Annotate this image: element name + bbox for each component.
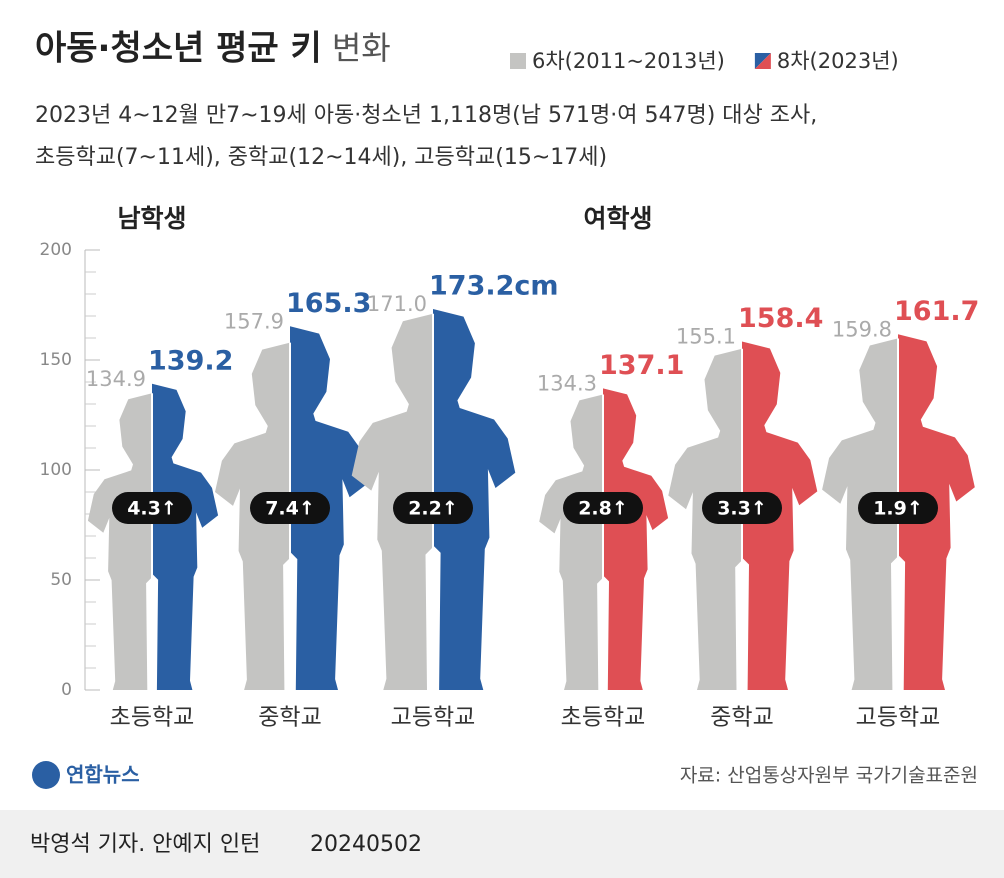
- value-label-old: 134.3: [537, 371, 597, 395]
- note: 2023년 4~12월 만7~19세 아동·청소년 1,118명(남 571명·…: [35, 103, 817, 128]
- change-pill: [858, 492, 938, 524]
- value-label-old: 171.0: [367, 292, 427, 316]
- value-label-new: 173.2cm: [429, 270, 559, 301]
- legend-swatch: [510, 53, 526, 69]
- silhouette-new: [433, 309, 516, 690]
- value-label-old: 134.9: [86, 367, 146, 391]
- value-label-old: 155.1: [676, 325, 736, 349]
- footer-bar: [0, 810, 1004, 878]
- x-tick-label: 고등학교: [391, 705, 476, 731]
- x-tick-label: 중학교: [710, 705, 773, 731]
- silhouette-new: [152, 383, 219, 690]
- value-label-new: 139.2: [148, 345, 233, 376]
- legend-swatch: [754, 53, 771, 69]
- value-label-new: 137.1: [599, 350, 684, 381]
- change-label: 7.4↑: [265, 498, 315, 520]
- logo-icon: [32, 761, 60, 789]
- value-label-old: 157.9: [224, 309, 284, 333]
- note: 초등학교(7~11세), 중학교(12~14세), 고등학교(15~17세): [35, 145, 607, 170]
- value-label-new: 158.4: [738, 303, 823, 334]
- group-label: 여학생: [583, 204, 652, 233]
- x-tick-label: 중학교: [258, 705, 321, 731]
- x-tick-label: 초등학교: [561, 705, 646, 731]
- value-label-new: 161.7: [894, 296, 979, 327]
- silhouette-old: [668, 348, 742, 690]
- value-label-old: 159.8: [832, 317, 892, 341]
- silhouette-old: [87, 393, 152, 690]
- silhouette-old: [539, 394, 603, 690]
- change-pill: [702, 492, 782, 524]
- change-label: 1.9↑: [873, 498, 923, 520]
- change-label: 3.3↑: [717, 498, 767, 520]
- y-tick-label: 0: [61, 680, 72, 700]
- x-tick-label: 초등학교: [110, 705, 195, 731]
- change-pill: [393, 492, 473, 524]
- y-tick-label: 100: [40, 460, 72, 480]
- legend-label: 6차(2011~2013년): [532, 49, 725, 73]
- date: 20240502: [310, 832, 422, 857]
- y-tick-label: 50: [50, 570, 72, 590]
- change-label: 2.8↑: [578, 498, 628, 520]
- change-pill: [250, 492, 330, 524]
- group-label: 남학생: [117, 204, 186, 233]
- change-pill: [112, 492, 192, 524]
- change-label: 4.3↑: [127, 498, 177, 520]
- change-pill: [563, 492, 643, 524]
- source: 자료: 산업통상자원부 국가기술표준원: [680, 765, 978, 787]
- value-label-new: 165.3: [286, 288, 371, 319]
- silhouette-new: [603, 388, 669, 690]
- chart-title-tail: 변화: [332, 29, 391, 67]
- change-label: 2.2↑: [408, 498, 458, 520]
- legend-label: 8차(2023년): [777, 49, 899, 73]
- x-tick-label: 고등학교: [856, 705, 941, 731]
- byline: 박영석 기자. 안예지 인턴: [30, 832, 260, 857]
- y-tick-label: 150: [40, 350, 72, 370]
- chart-title: 아동·청소년 평균 키: [35, 29, 322, 69]
- silhouette-old: [351, 313, 433, 690]
- y-tick-label: 200: [40, 240, 72, 260]
- logo: 연합뉴스: [66, 763, 140, 787]
